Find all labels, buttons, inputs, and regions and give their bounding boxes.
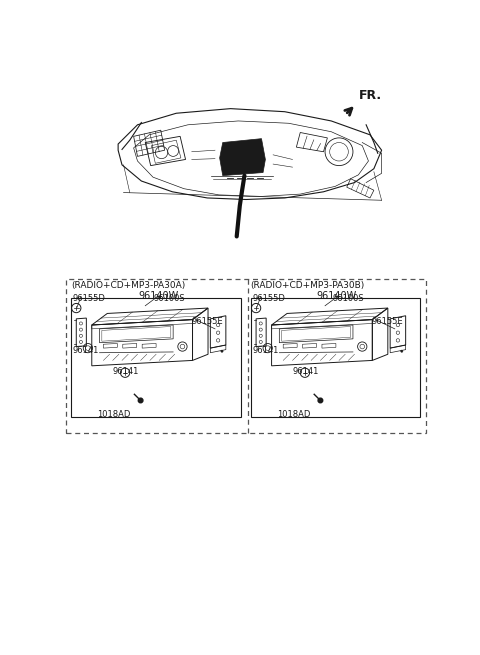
Bar <box>71 298 241 417</box>
Text: 96155D: 96155D <box>252 294 285 303</box>
Text: 96141: 96141 <box>252 346 278 355</box>
Bar <box>66 279 426 433</box>
Text: FR.: FR. <box>359 88 382 102</box>
Polygon shape <box>220 139 265 176</box>
Circle shape <box>221 350 223 352</box>
Circle shape <box>138 398 143 403</box>
Text: 96155E: 96155E <box>192 317 223 326</box>
Circle shape <box>401 350 403 352</box>
Text: 96141: 96141 <box>292 367 319 377</box>
Text: 96140W: 96140W <box>138 291 179 301</box>
Text: (RADIO+CD+MP3-PA30A): (RADIO+CD+MP3-PA30A) <box>72 281 186 290</box>
Text: 96141: 96141 <box>113 367 139 377</box>
Text: (RADIO+CD+MP3-PA30B): (RADIO+CD+MP3-PA30B) <box>251 281 365 290</box>
Text: 96141: 96141 <box>72 346 99 355</box>
Text: 96155E: 96155E <box>372 317 403 326</box>
Text: 96155D: 96155D <box>72 294 105 303</box>
Text: 96100S: 96100S <box>333 294 364 303</box>
Text: 1018AD: 1018AD <box>277 409 311 419</box>
Text: 96140W: 96140W <box>316 291 357 301</box>
Circle shape <box>318 398 323 403</box>
Bar <box>251 298 420 417</box>
Text: 1018AD: 1018AD <box>97 409 131 419</box>
Text: 96100S: 96100S <box>153 294 185 303</box>
